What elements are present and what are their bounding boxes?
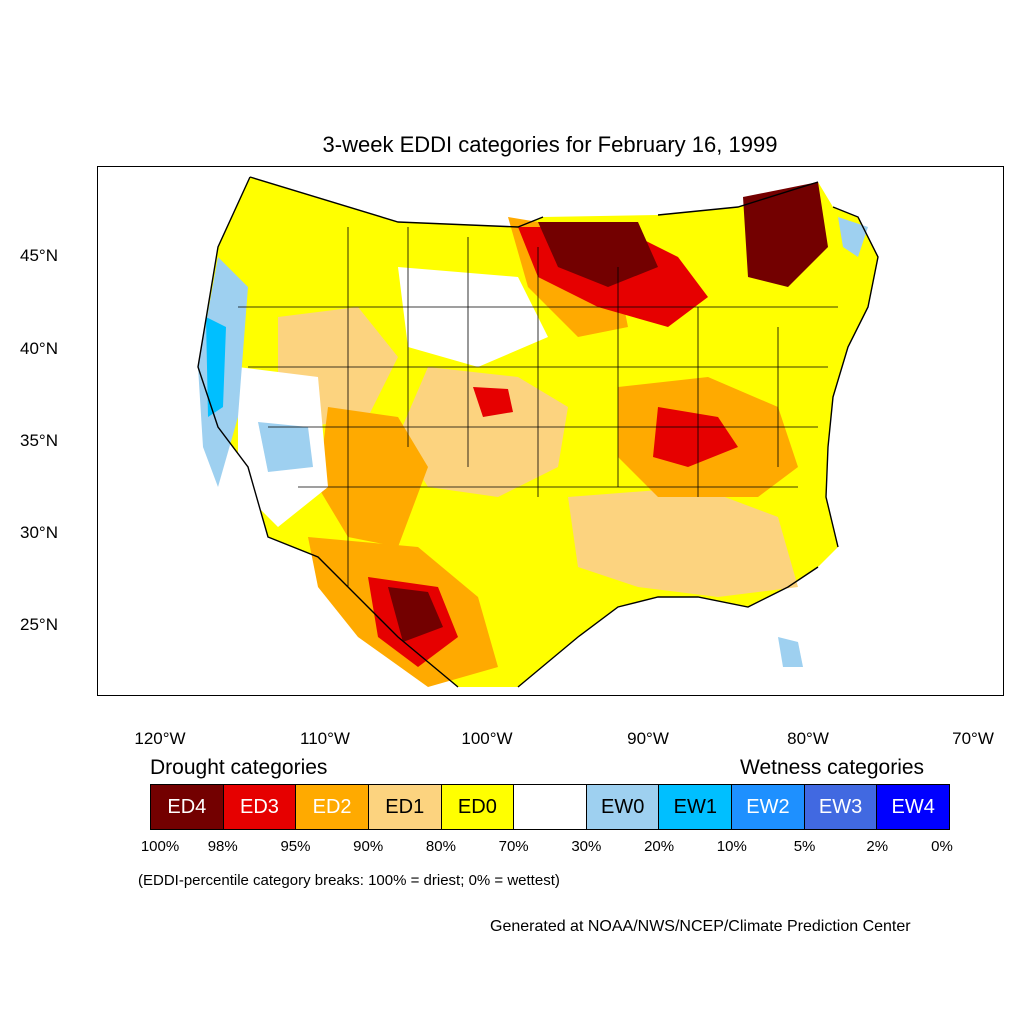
ew1-region-pacific	[206, 317, 226, 417]
legend-cell-ew0: EW0	[586, 785, 660, 829]
map-title: 3-week EDDI categories for February 16, …	[322, 132, 778, 157]
ew0-region-florida	[778, 637, 803, 667]
lat-label-25: 25°N	[20, 615, 58, 634]
legend-break-label: 10%	[716, 838, 747, 855]
lon-label-100: 100°W	[461, 729, 513, 748]
legend-cell-ew1: EW1	[659, 785, 733, 829]
ed1-region-plains	[398, 367, 568, 497]
legend-break-label: 98%	[207, 838, 238, 855]
legend-cell-ew4: EW4	[877, 785, 950, 829]
lat-label-35: 35°N	[20, 431, 58, 450]
legend-break-label: 90%	[353, 838, 384, 855]
legend-cell-ed0: ED0	[441, 785, 515, 829]
ed4-region-mexico	[388, 587, 443, 642]
legend-cell-ed4: ED4	[151, 785, 224, 829]
legend-cell-ew3: EW3	[804, 785, 878, 829]
ed4-region-ontario	[743, 182, 828, 287]
legend-break-label: 95%	[280, 838, 311, 855]
legend-break-label: 2%	[866, 838, 889, 855]
ed3-region-kansas	[473, 387, 513, 417]
legend-color-bar: ED4 ED3 ED2 ED1 ED0 EW0 EW1 EW2 EW3 EW4	[150, 784, 950, 830]
lat-label-40: 40°N	[20, 339, 58, 358]
legend-break-label: 100%	[140, 838, 180, 855]
ed1-region-south	[568, 487, 798, 597]
legend-cell-ed2: ED2	[296, 785, 369, 829]
legend-break-label: 0%	[931, 838, 953, 855]
legend-break-label: 5%	[793, 838, 816, 855]
legend-cell-neutral	[514, 785, 587, 829]
legend-break-label: 80%	[425, 838, 456, 855]
coastline-outline	[197, 176, 879, 688]
credit-text: Generated at NOAA/NWS/NCEP/Climate Predi…	[490, 918, 911, 935]
white-region-plains	[398, 267, 548, 367]
ed2-region-west	[318, 407, 428, 547]
legend-break-label: 30%	[571, 838, 602, 855]
legend-break-label: 20%	[644, 838, 675, 855]
ew0-region-newengland	[838, 217, 868, 257]
ed3-region-kentucky	[653, 407, 738, 467]
eddi-map-canvas	[197, 176, 879, 688]
lon-label-110: 110°W	[300, 729, 350, 748]
legend-cell-ew2: EW2	[732, 785, 805, 829]
lon-label-120: 120°W	[134, 729, 186, 748]
drought-categories-title: Drought categories	[150, 756, 328, 779]
category-breaks-note: (EDDI-percentile category breaks: 100% =…	[138, 872, 560, 889]
state-borders	[238, 227, 838, 587]
lat-label-30: 30°N	[20, 523, 58, 542]
lon-label-90: 90°W	[627, 729, 669, 748]
eddi-map	[97, 166, 1004, 696]
legend-cell-ed1: ED1	[368, 785, 442, 829]
wetness-categories-title: Wetness categories	[740, 756, 925, 779]
legend-break-label: 70%	[498, 838, 529, 855]
lon-label-70: 70°W	[952, 729, 994, 748]
lon-label-80: 80°W	[787, 729, 829, 748]
ew0-region-nevada	[258, 422, 313, 472]
ed4-region-minnesota	[538, 222, 658, 287]
lat-label-45: 45°N	[20, 246, 58, 265]
legend-cell-ed3: ED3	[223, 785, 297, 829]
